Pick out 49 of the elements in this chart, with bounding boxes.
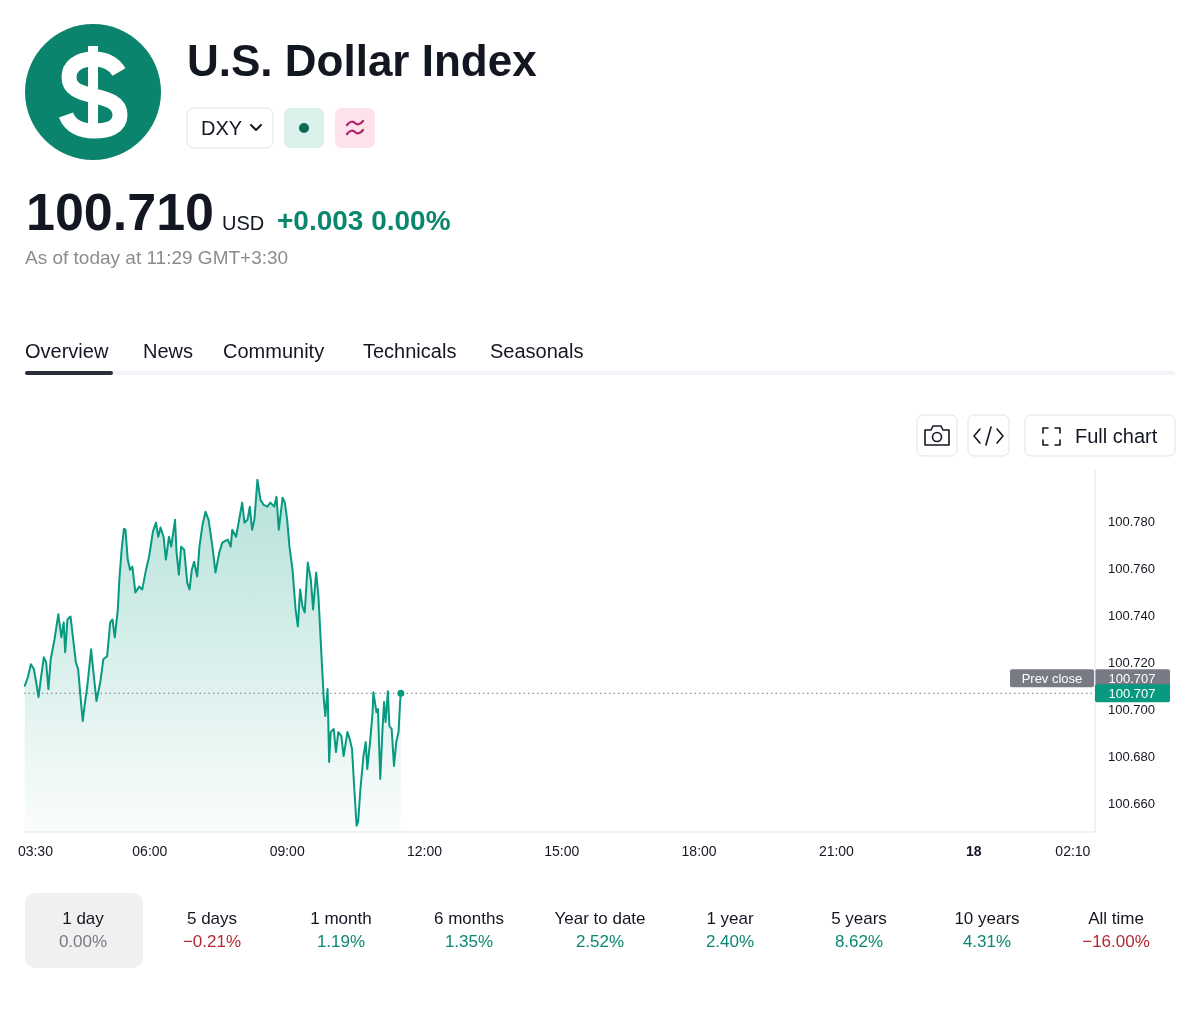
y-tick-label: 100.700 bbox=[1108, 702, 1155, 718]
text: Community bbox=[223, 340, 325, 362]
text: 5 years bbox=[831, 909, 887, 928]
text: Seasonals bbox=[490, 340, 584, 362]
text: Technicals bbox=[363, 340, 457, 362]
text: USD bbox=[222, 212, 265, 234]
x-tick-label: 15:00 bbox=[544, 843, 580, 859]
text: 5 days bbox=[186, 909, 238, 928]
text: 0.00% bbox=[58, 932, 108, 951]
text: 1.19% bbox=[316, 932, 366, 951]
x-tick-label: 03:30 bbox=[17, 843, 54, 859]
chart-title: U.S. Dollar Index bbox=[187, 36, 538, 85]
text: 2.40% bbox=[705, 932, 755, 951]
y-tick-label: 100.740 bbox=[1108, 608, 1155, 624]
text: −16.00% bbox=[1082, 932, 1150, 951]
text: Year to date bbox=[554, 909, 646, 928]
text: News bbox=[143, 340, 194, 362]
text: 100.707 bbox=[1108, 685, 1156, 701]
y-tick-label: 100.760 bbox=[1108, 561, 1155, 577]
x-tick-label: 21:00 bbox=[818, 843, 855, 859]
chart-subtitle: DXY bbox=[201, 117, 243, 139]
text: As of today at 11:29 GMT+3:30 bbox=[25, 247, 289, 268]
y-tick-label: 100.720 bbox=[1108, 655, 1155, 671]
text: 4.31% bbox=[962, 932, 1012, 951]
y-tick-label: 100.680 bbox=[1108, 749, 1155, 765]
text: −0.21% bbox=[182, 932, 242, 951]
text: 10 years bbox=[954, 909, 1020, 928]
x-tick-label: 06:00 bbox=[132, 843, 168, 859]
text: 8.62% bbox=[834, 932, 884, 951]
y-tick-label: 100.780 bbox=[1108, 514, 1155, 530]
ref-line-label: Prev close bbox=[1021, 670, 1083, 686]
text: 1.35% bbox=[444, 932, 494, 951]
x-tick-label: 18:00 bbox=[681, 843, 717, 859]
text: 1 month bbox=[310, 909, 372, 928]
text: 100.710 bbox=[26, 183, 214, 241]
text: 1 year bbox=[706, 909, 754, 928]
text: 6 months bbox=[434, 909, 504, 928]
x-tick-label: 12:00 bbox=[406, 843, 443, 859]
text: 1 day bbox=[62, 909, 105, 928]
text: Overview bbox=[25, 340, 109, 362]
x-tick-label: 18 bbox=[965, 843, 982, 859]
y-tick-label: 100.660 bbox=[1108, 796, 1155, 812]
text: 100.707 bbox=[1108, 670, 1156, 686]
text: 2.52% bbox=[575, 932, 625, 951]
x-tick-label: 02:10 bbox=[1055, 843, 1091, 859]
text: Full chart bbox=[1075, 425, 1158, 447]
text: +0.003 0.00% bbox=[277, 205, 451, 236]
text: All time bbox=[1088, 909, 1144, 928]
x-tick-label: 09:00 bbox=[269, 843, 305, 859]
